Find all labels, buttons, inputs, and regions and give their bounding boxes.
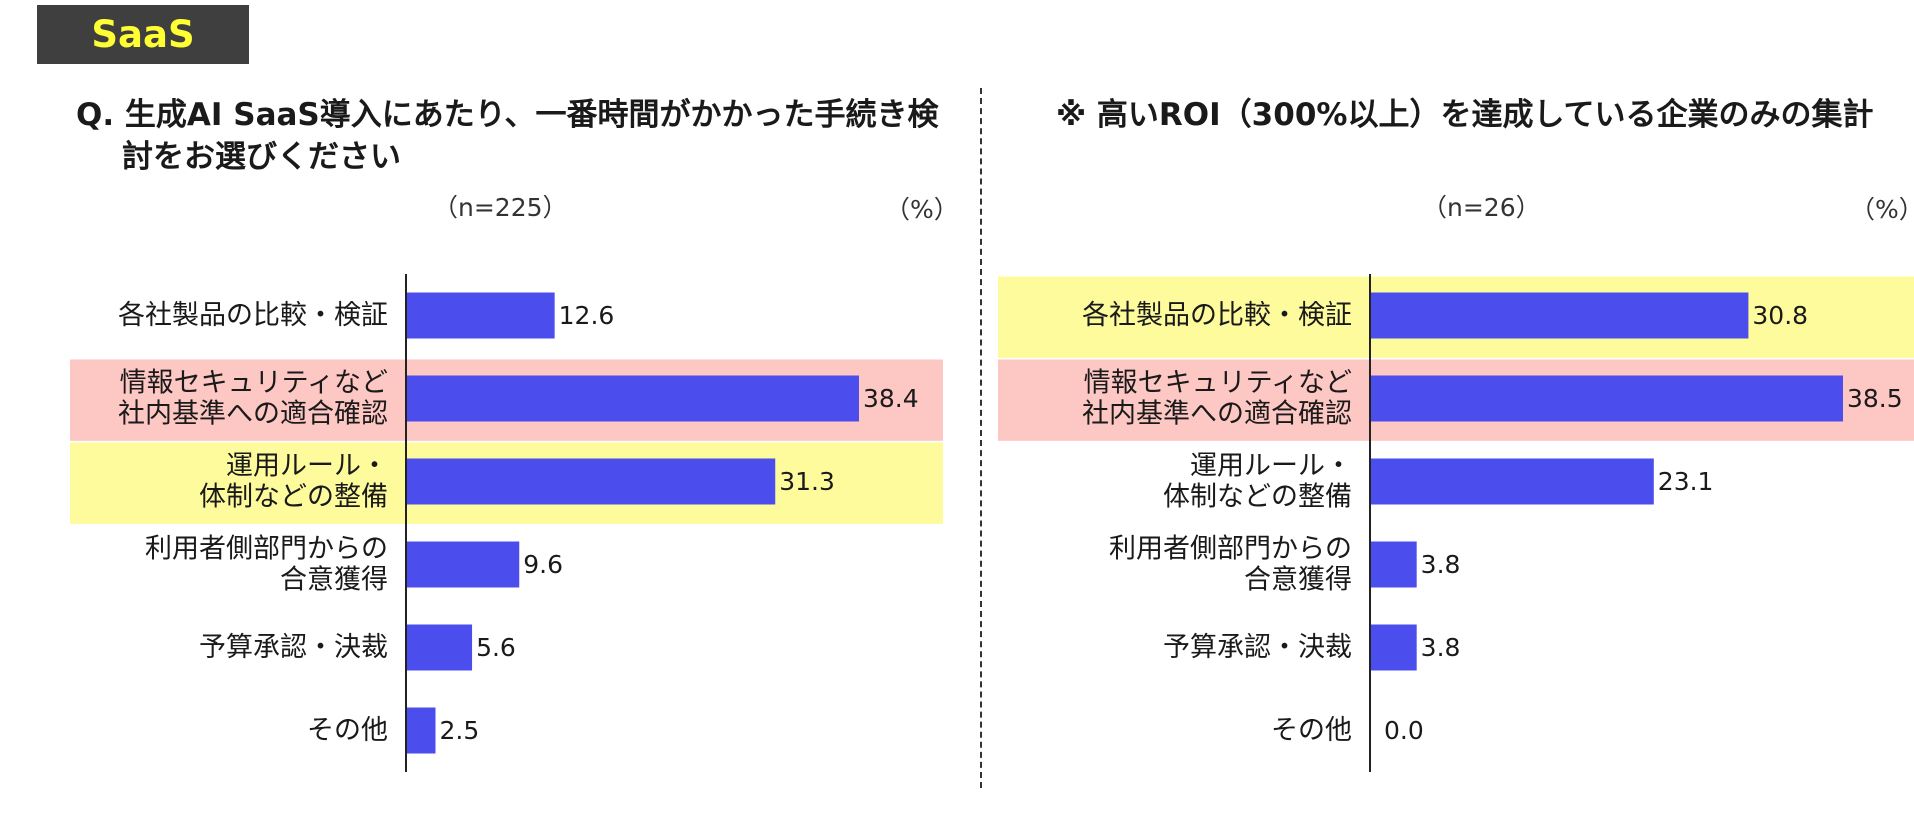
left-value-label-5: 2.5 bbox=[439, 716, 479, 745]
right-category-label-3: 利用者側部門からの合意獲得 bbox=[1109, 534, 1352, 596]
right-category-label-1: 情報セキュリティなど社内基準への適合確認 bbox=[1082, 368, 1352, 430]
right-category-label-5: その他 bbox=[1271, 715, 1352, 746]
right-bar-0 bbox=[1370, 292, 1749, 339]
right-value-label-2: 23.1 bbox=[1658, 467, 1714, 496]
left-value-label-0: 12.6 bbox=[559, 301, 615, 330]
left-category-label-0: 各社製品の比較・検証 bbox=[118, 300, 388, 331]
left-category-label-3: 利用者側部門からの合意獲得 bbox=[145, 534, 388, 596]
left-unit-label: （%） bbox=[885, 195, 959, 224]
left-category-label-4: 予算承認・決裁 bbox=[199, 632, 388, 663]
left-bar-0 bbox=[406, 292, 555, 339]
right-bar-2 bbox=[1370, 458, 1654, 505]
left-bar-4 bbox=[406, 624, 473, 671]
right-value-label-5: 0.0 bbox=[1384, 716, 1424, 745]
right-chart-title: ※ 高いROI（300%以上）を達成している企業のみの集計 bbox=[1056, 97, 1874, 133]
right-value-label-3: 3.8 bbox=[1421, 550, 1461, 579]
left-category-label-2: 運用ルール・体制などの整備 bbox=[199, 451, 388, 513]
right-value-label-0: 30.8 bbox=[1752, 301, 1808, 330]
left-bar-1 bbox=[406, 375, 859, 422]
right-bar-4 bbox=[1370, 624, 1417, 671]
panel-divider bbox=[980, 88, 982, 788]
right-unit-label: （%） bbox=[1850, 195, 1914, 224]
left-value-label-1: 38.4 bbox=[863, 384, 919, 413]
left-category-label-5: その他 bbox=[307, 715, 388, 746]
left-value-label-3: 9.6 bbox=[523, 550, 563, 579]
left-bar-3 bbox=[406, 541, 520, 588]
saas-badge: SaaS bbox=[37, 5, 249, 64]
right-sample-size: （n=26） bbox=[1422, 193, 1541, 222]
left-bar-5 bbox=[406, 707, 436, 754]
right-category-label-0: 各社製品の比較・検証 bbox=[1082, 300, 1352, 331]
right-category-label-4: 予算承認・決裁 bbox=[1163, 632, 1352, 663]
right-value-label-4: 3.8 bbox=[1421, 633, 1461, 662]
right-bar-3 bbox=[1370, 541, 1417, 588]
right-value-label-1: 38.5 bbox=[1847, 384, 1903, 413]
left-chart-title: Q. 生成AI SaaS導入にあたり、一番時間がかかった手続き検討をお選びくださ… bbox=[76, 97, 939, 175]
left-value-label-2: 31.3 bbox=[779, 467, 835, 496]
right-bar-1 bbox=[1370, 375, 1843, 422]
right-category-label-2: 運用ルール・体制などの整備 bbox=[1163, 451, 1352, 513]
left-category-label-1: 情報セキュリティなど社内基準への適合確認 bbox=[118, 368, 388, 430]
left-sample-size: （n=225） bbox=[433, 193, 568, 222]
left-value-label-4: 5.6 bbox=[476, 633, 516, 662]
left-bar-2 bbox=[406, 458, 776, 505]
